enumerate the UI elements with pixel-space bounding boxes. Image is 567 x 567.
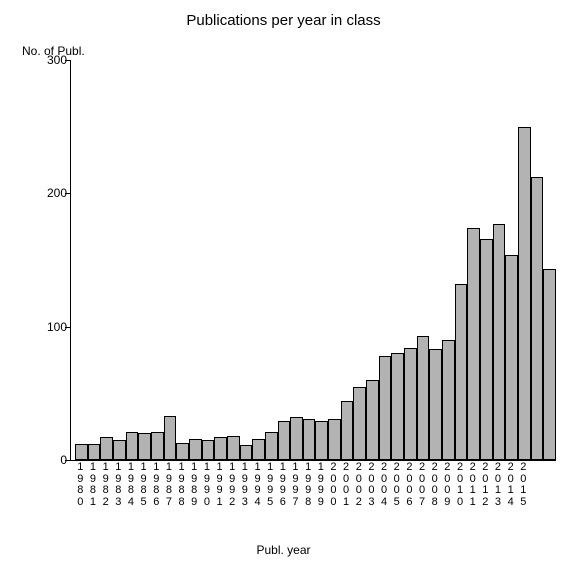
bar <box>366 380 379 460</box>
y-tick-label: 100 <box>47 320 67 334</box>
x-tick-label: 1996 <box>277 462 290 508</box>
bar <box>100 437 113 460</box>
bar <box>328 419 341 460</box>
bar <box>404 348 417 460</box>
x-tick-label: 1982 <box>99 462 112 508</box>
bar <box>138 433 151 460</box>
x-tick-label: 2013 <box>492 462 505 508</box>
bar <box>505 255 518 460</box>
x-tick-label: 1984 <box>125 462 138 508</box>
x-tick-label: 2006 <box>403 462 416 508</box>
bar <box>126 432 139 460</box>
bar <box>518 127 531 460</box>
x-tick-label: 1991 <box>213 462 226 508</box>
bar <box>417 336 430 460</box>
chart-title: Publications per year in class <box>0 12 567 29</box>
bar <box>214 437 227 460</box>
x-tick-label: 1990 <box>201 462 214 508</box>
bar <box>429 349 442 460</box>
chart-container: Publications per year in class No. of Pu… <box>0 0 567 567</box>
bar <box>278 421 291 460</box>
bar <box>290 417 303 460</box>
x-tick-label: 2005 <box>390 462 403 508</box>
bar <box>240 445 253 460</box>
y-tick-label: 200 <box>47 186 67 200</box>
bar <box>75 444 88 460</box>
bar <box>455 284 468 460</box>
bar <box>493 224 506 460</box>
x-tick-label: 2002 <box>352 462 365 508</box>
bar <box>265 432 278 460</box>
x-tick-label: 2012 <box>479 462 492 508</box>
bar <box>315 421 328 460</box>
bar <box>543 269 556 460</box>
x-tick-label: 2009 <box>441 462 454 508</box>
bar <box>341 401 354 460</box>
x-tick-label: 2007 <box>416 462 429 508</box>
x-tick-label: 1985 <box>137 462 150 508</box>
x-tick-label: 2011 <box>466 462 479 508</box>
bar <box>391 353 404 460</box>
x-tick-label: 1980 <box>74 462 87 508</box>
x-tick-label: 1997 <box>289 462 302 508</box>
x-tick-label: 1983 <box>112 462 125 508</box>
bar <box>176 443 189 460</box>
bars-group <box>71 60 556 460</box>
bar <box>467 228 480 460</box>
bar <box>189 439 202 460</box>
x-tick-label: 1999 <box>314 462 327 508</box>
bar <box>88 444 101 460</box>
x-tick-label: 2014 <box>504 462 517 508</box>
x-tick-label: 1995 <box>264 462 277 508</box>
x-tick-label: 1989 <box>188 462 201 508</box>
x-tick-label: 2000 <box>327 462 340 508</box>
bar <box>442 340 455 460</box>
bar <box>531 177 544 460</box>
bar <box>303 419 316 460</box>
x-tick-label: 1986 <box>150 462 163 508</box>
plot-area <box>70 60 556 461</box>
bar <box>379 356 392 460</box>
x-tick-label: 1994 <box>251 462 264 508</box>
x-tick-label: 1988 <box>175 462 188 508</box>
bar <box>202 440 215 460</box>
x-tick-label: 2008 <box>428 462 441 508</box>
bar <box>113 440 126 460</box>
x-tick-label: 1998 <box>302 462 315 508</box>
x-axis-label: Publ. year <box>0 543 567 557</box>
y-tick-label: 300 <box>47 53 67 67</box>
bar <box>252 439 265 460</box>
x-tick-label: 2010 <box>454 462 467 508</box>
x-tick-label: 2001 <box>340 462 353 508</box>
x-tick-label: 1993 <box>239 462 252 508</box>
x-labels-group: 1980198119821983198419851986198719881989… <box>74 462 555 508</box>
bar <box>164 416 177 460</box>
bar <box>227 436 240 460</box>
x-tick-label: 1981 <box>87 462 100 508</box>
x-tick-label: 2003 <box>365 462 378 508</box>
x-tick-label: 2015 <box>517 462 530 508</box>
x-tick-label: 2004 <box>378 462 391 508</box>
x-tick-label: 1992 <box>226 462 239 508</box>
bar <box>353 387 366 460</box>
bar <box>151 432 164 460</box>
bar <box>480 239 493 460</box>
x-tick-label: 1987 <box>163 462 176 508</box>
